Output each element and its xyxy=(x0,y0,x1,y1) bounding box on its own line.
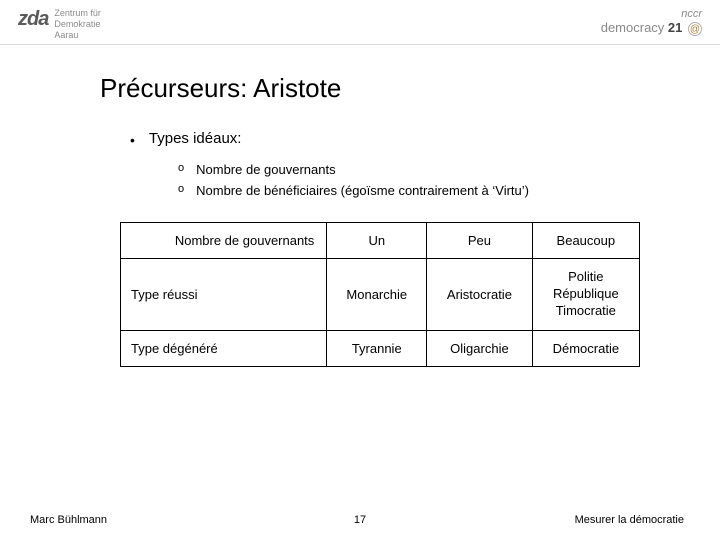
table-cell: Aristocratie xyxy=(427,258,532,330)
sub-bullet-text-2: Nombre de bénéficiaires (égoïsme contrai… xyxy=(196,181,529,202)
twenty-one: 21 xyxy=(664,20,682,35)
sub-bullet-list: o Nombre de gouvernants o Nombre de béné… xyxy=(178,160,650,202)
slide-content: Précurseurs: Aristote • Types idéaux: o … xyxy=(0,45,720,366)
nccr-text: nccr xyxy=(601,8,702,20)
democracy-word: democracy xyxy=(601,20,665,35)
bullet-dot-icon: • xyxy=(130,130,135,150)
bullet-main-text: Types idéaux: xyxy=(149,130,242,147)
slide-title: Précurseurs: Aristote xyxy=(100,73,650,104)
header-bar: zda Zentrum für Demokratie Aarau nccr de… xyxy=(0,0,720,45)
zda-sub-line1: Zentrum für xyxy=(54,8,101,19)
table-row: Type dégénéré Tyrannie Oligarchie Démocr… xyxy=(121,330,640,366)
table-header-cell: Un xyxy=(327,222,427,258)
sub-bullet-text-1: Nombre de gouvernants xyxy=(196,160,335,181)
row-label: Type dégénéré xyxy=(121,330,327,366)
table-cell: Monarchie xyxy=(327,258,427,330)
footer-topic: Mesurer la démocratie xyxy=(575,514,684,526)
zda-sub-line3: Aarau xyxy=(54,30,101,41)
slide-footer: Marc Bühlmann 17 Mesurer la démocratie xyxy=(0,514,720,526)
footer-page-number: 17 xyxy=(354,514,366,526)
zda-sub-line2: Demokratie xyxy=(54,19,101,30)
sub-bullet-marker: o xyxy=(178,181,184,199)
at-icon: @ xyxy=(688,22,702,36)
zda-logo-mark: zda xyxy=(18,8,48,31)
zda-logo-subtitle: Zentrum für Demokratie Aarau xyxy=(54,8,101,40)
bullet-main: • Types idéaux: xyxy=(130,130,650,150)
logo-right: nccr democracy 21 @ xyxy=(601,8,702,36)
footer-author: Marc Bühlmann xyxy=(30,514,107,526)
aristotle-table: Nombre de gouvernants Un Peu Beaucoup Ty… xyxy=(120,222,640,367)
logo-left: zda Zentrum für Demokratie Aarau xyxy=(18,8,101,40)
table-header-cell: Peu xyxy=(427,222,532,258)
sub-bullet-item: o Nombre de bénéficiaires (égoïsme contr… xyxy=(178,181,650,202)
table-cell: Oligarchie xyxy=(427,330,532,366)
table-header-row: Nombre de gouvernants Un Peu Beaucoup xyxy=(121,222,640,258)
table-header-cell: Beaucoup xyxy=(532,222,639,258)
table-cell: Tyrannie xyxy=(327,330,427,366)
table-row: Type réussi Monarchie Aristocratie Polit… xyxy=(121,258,640,330)
sub-bullet-marker: o xyxy=(178,160,184,178)
table-header-cell: Nombre de gouvernants xyxy=(121,222,327,258)
sub-bullet-item: o Nombre de gouvernants xyxy=(178,160,650,181)
row-label: Type réussi xyxy=(121,258,327,330)
table-cell: Démocratie xyxy=(532,330,639,366)
table-cell: PolitieRépubliqueTimocratie xyxy=(532,258,639,330)
democracy21-text: democracy 21 @ xyxy=(601,20,702,36)
